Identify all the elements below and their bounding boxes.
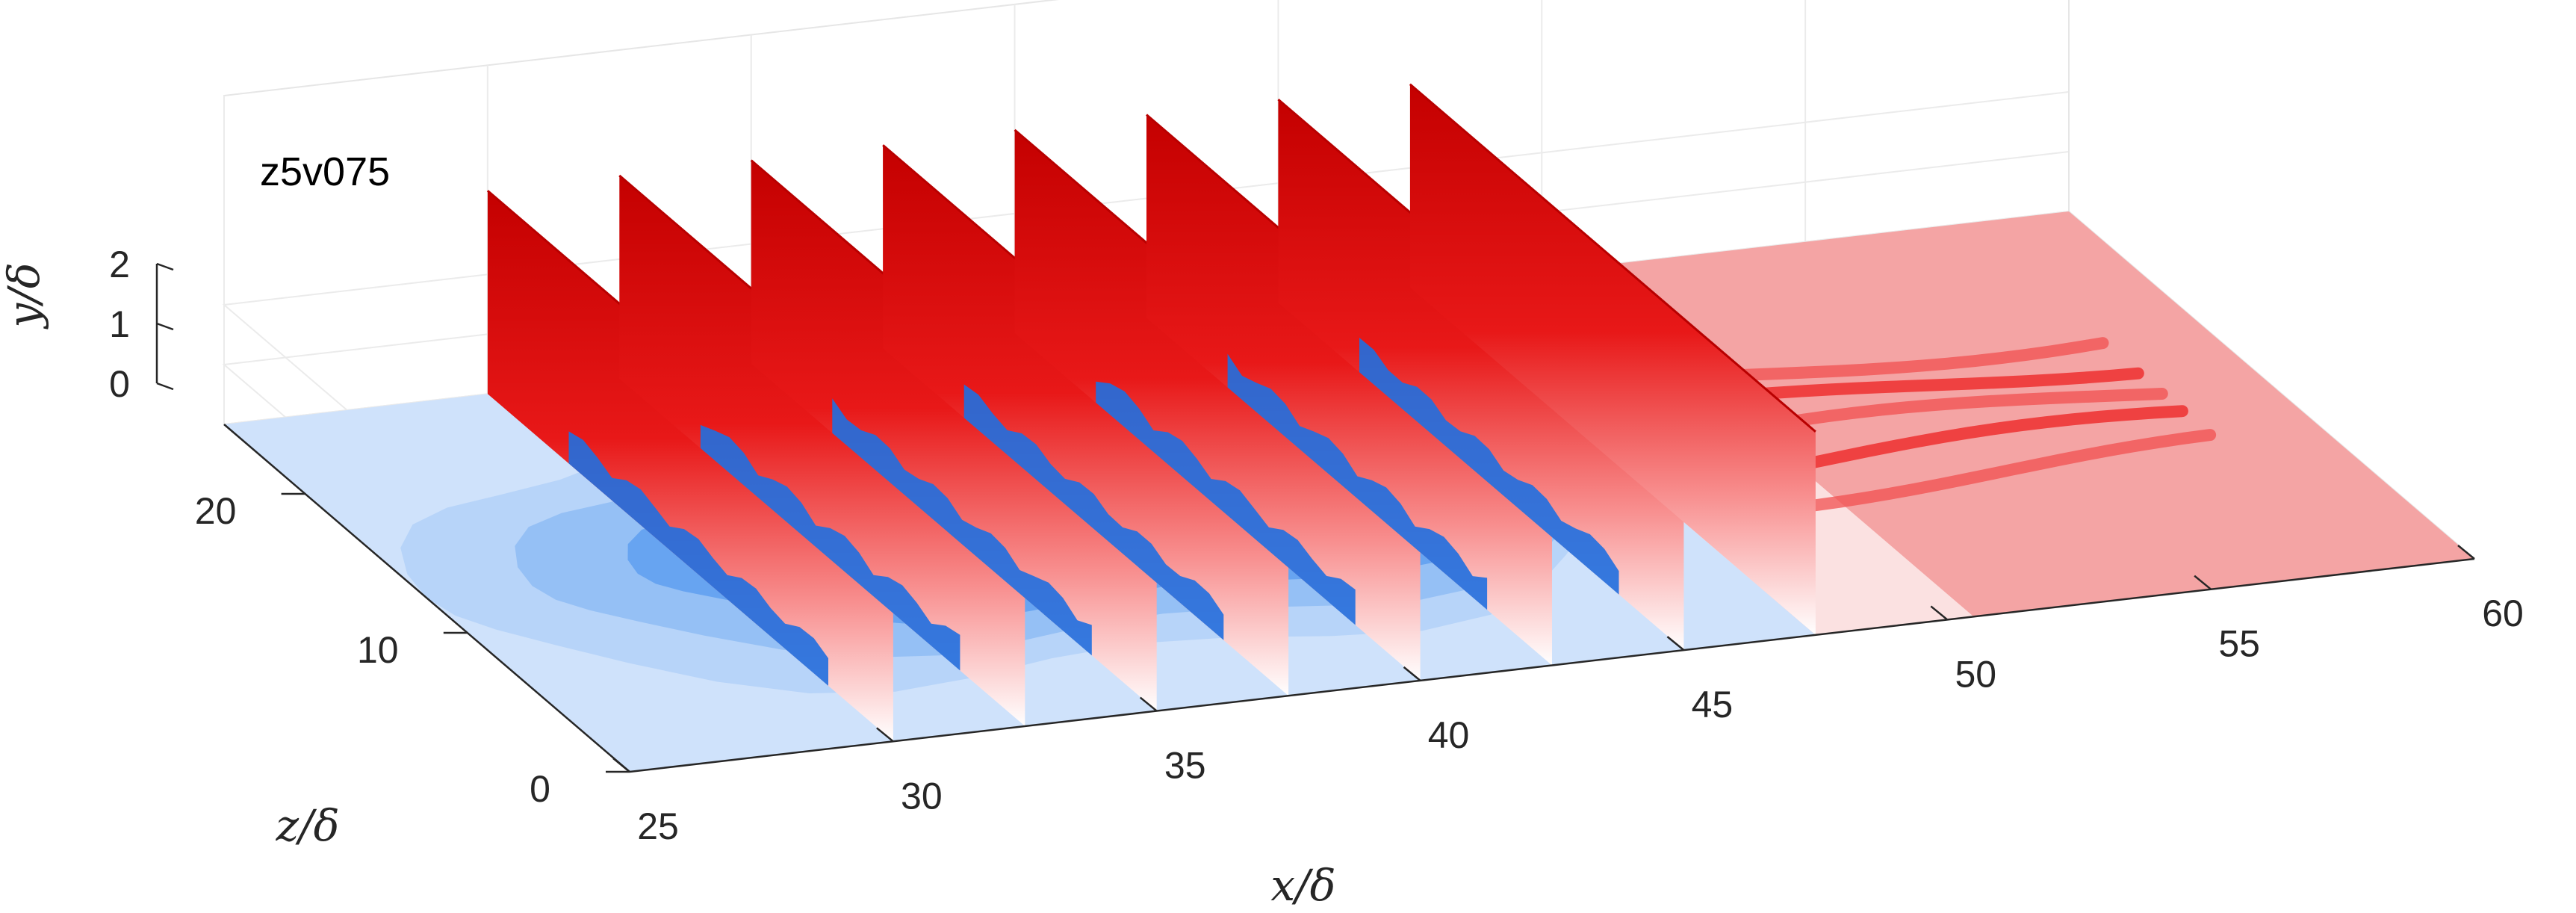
x-tick: [1139, 696, 1158, 712]
slice-plane: [1409, 84, 1816, 635]
slice-plane: [487, 191, 893, 742]
slice-blue-structure: [832, 398, 1092, 656]
slice-blue-structure: [700, 424, 960, 671]
x-tick-label: 45: [1692, 684, 1734, 725]
y-axis-label: y/δ: [0, 262, 49, 329]
red-streak: [1728, 429, 2217, 521]
slice: [1409, 83, 1816, 635]
z-tick-label: 20: [195, 490, 237, 532]
slice-plane: [1278, 99, 1684, 651]
axes: [155, 262, 2475, 773]
z-axis-line: [223, 424, 630, 773]
slice-blue-structure: [963, 384, 1224, 640]
x-tick-label: 40: [1428, 714, 1470, 756]
slice-plane: [619, 175, 1025, 726]
slice-blue-structure: [568, 431, 828, 686]
slice-plane: [1014, 129, 1421, 681]
x-tick-label: 35: [1164, 745, 1206, 787]
y-tick: [156, 382, 174, 391]
y-tick: [156, 262, 174, 271]
cross-section-slices: [486, 83, 1816, 742]
x-axis-line: [629, 557, 2475, 773]
x-tick: [876, 727, 894, 743]
x-axis-label: x/δ: [1270, 860, 1335, 911]
x-tick: [2457, 545, 2475, 560]
z-tick-label: 0: [530, 768, 550, 810]
slice-blue-structure: [1227, 353, 1488, 610]
z-axis-label: z/δ: [275, 800, 339, 851]
slice-plane: [751, 160, 1157, 711]
tick-labels: 25 30 35 40 45 50 55 60 0 10 20 0 1 2: [109, 244, 2524, 847]
z-tick-label: 10: [357, 629, 399, 671]
y-tick: [156, 322, 174, 331]
slice-blue-structure: [1359, 338, 1619, 595]
y-tick-label: 0: [109, 363, 130, 405]
slice-top-edge: [1409, 83, 1816, 433]
y-tick-label: 1: [109, 303, 130, 345]
x-tick: [612, 758, 630, 773]
case-label: z5v075: [260, 149, 390, 194]
x-tick-label: 55: [2218, 623, 2260, 665]
x-tick-label: 30: [901, 775, 943, 817]
x-tick: [1403, 666, 1421, 681]
x-tick: [1930, 605, 1949, 621]
x-tick-label: 50: [1955, 653, 1996, 695]
x-tick: [2194, 575, 2212, 590]
x-tick-label: 25: [637, 805, 679, 847]
x-tick-label: 60: [2482, 592, 2524, 634]
slice-plane: [883, 145, 1289, 696]
x-tick: [1666, 636, 1685, 652]
y-tick-label: 2: [109, 244, 130, 285]
slice-plane: [1146, 114, 1552, 666]
slice-blue-structure: [1096, 381, 1356, 625]
